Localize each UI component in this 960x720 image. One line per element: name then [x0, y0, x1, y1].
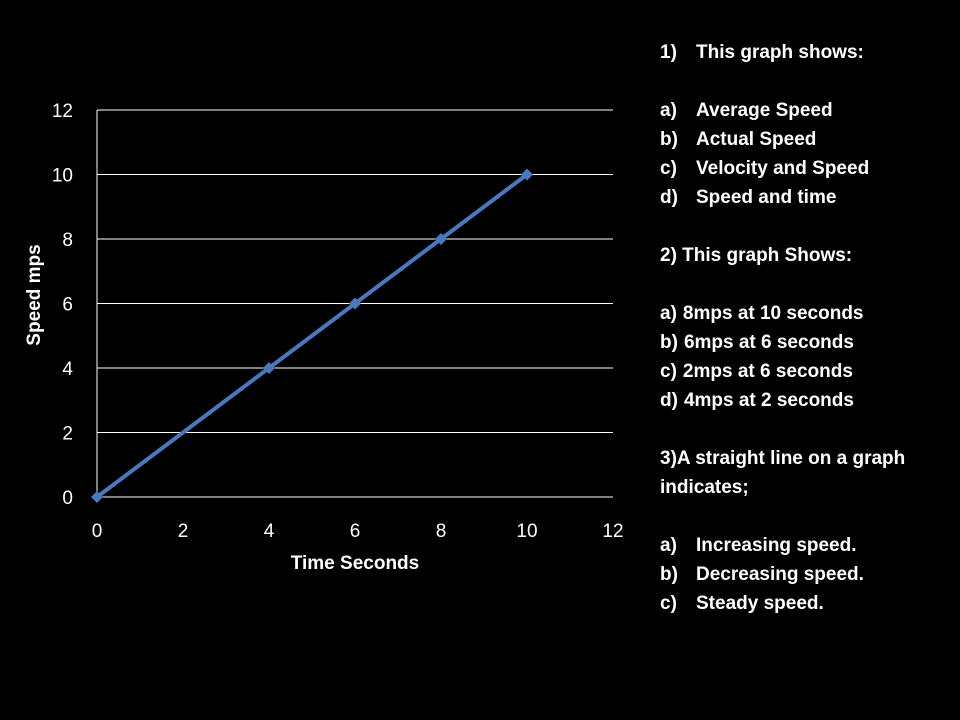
option-c: c) 2mps at 6 seconds: [660, 357, 950, 386]
option-b: b) 6mps at 6 seconds: [660, 328, 950, 357]
option-marker: b): [660, 332, 678, 353]
question-text: 2) This graph Shows:: [660, 245, 853, 266]
y-tick-label-6: 6: [62, 295, 73, 316]
data-point-0-2: [349, 297, 361, 310]
speed-time-chart: 0 2 4 6 8 10 12 0 2 4 6 8 10 12 Time Seconds Speed mps: [24, 101, 624, 574]
option-text: Speed and time: [696, 187, 837, 208]
x-tick-label-8: 8: [436, 521, 447, 542]
data-point-0-1: [263, 362, 275, 374]
question-text: This graph shows:: [696, 42, 864, 63]
option-c: c) Velocity and Speed: [660, 154, 950, 183]
question-number: 1): [660, 42, 677, 63]
question-2-title: 2) This graph Shows:: [660, 241, 950, 270]
option-marker: a): [660, 535, 677, 556]
question-gap: [660, 502, 950, 531]
x-tick-label-2: 2: [178, 521, 189, 542]
option-marker: d): [660, 187, 678, 208]
x-tick-label-0: 0: [92, 521, 103, 542]
option-d: d) Speed and time: [660, 183, 950, 212]
data-point-0-3: [435, 233, 447, 245]
y-tick-label-2: 2: [62, 424, 73, 445]
data-point-0-0: [91, 491, 103, 503]
option-marker: d): [660, 390, 678, 411]
option-marker: c): [660, 361, 677, 382]
option-marker: a): [660, 100, 677, 121]
labels-layer: 0 2 4 6 8 10 12 0 2 4 6 8 10 12 Time Seconds Speed mps: [24, 101, 624, 574]
y-tick-label-8: 8: [62, 230, 73, 251]
question-1-options: a) Average Speed b) Actual Speed c) Velocity …: [660, 96, 950, 212]
option-text: Steady speed.: [696, 593, 824, 614]
option-d: d) 4mps at 2 seconds: [660, 386, 950, 415]
option-a: a) 8mps at 10 seconds: [660, 299, 950, 328]
x-tick-label-4: 4: [264, 521, 275, 542]
x-tick-label-6: 6: [350, 521, 361, 542]
option-a: a) Average Speed: [660, 96, 950, 125]
x-axis-title: Time Seconds: [291, 553, 419, 574]
option-marker: c): [660, 593, 677, 614]
option-marker: a): [660, 303, 677, 324]
question-gap: [660, 270, 950, 299]
grid-layer: [97, 109, 613, 433]
option-text: Average Speed: [696, 100, 833, 121]
option-text: Increasing speed.: [696, 535, 857, 556]
question-1-title: 1) This graph shows:: [660, 38, 950, 67]
question-2-options: a) 8mps at 10 seconds b) 6mps at 6 seconds c…: [660, 299, 950, 415]
option-text: 8mps at 10 seconds: [682, 303, 864, 324]
y-tick-label-4: 4: [62, 359, 73, 380]
option-b: b) Decreasing speed.: [660, 560, 950, 589]
data-point-0-4: [521, 168, 533, 181]
x-tick-label-12: 12: [602, 521, 623, 542]
question-text: 3)A straight line on a graph indicates;: [660, 448, 906, 498]
option-c: c) Steady speed.: [660, 589, 950, 618]
question-gap: [660, 67, 950, 96]
x-tick-label-10: 10: [516, 521, 537, 542]
question-3-options: a) Increasing speed. b) Decreasing speed. c)…: [660, 531, 950, 618]
option-b: b) Actual Speed: [660, 125, 950, 154]
option-text: Velocity and Speed: [696, 158, 870, 179]
series-line-0: [95, 172, 529, 499]
option-a: a) Increasing speed.: [660, 531, 950, 560]
option-text: 2mps at 6 seconds: [682, 361, 853, 382]
series-layer: [91, 168, 533, 503]
option-marker: c): [660, 158, 677, 179]
y-tick-label-12: 12: [52, 101, 73, 122]
option-text: 6mps at 6 seconds: [683, 332, 854, 353]
question-gap: [660, 212, 950, 241]
question-3-title: 3)A straight line on a graph indicates;: [660, 444, 950, 502]
quiz-panel: 1) This graph shows: a) Average Speed b) Actu…: [660, 38, 950, 618]
question-gap: [660, 415, 950, 444]
y-tick-label-0: 0: [62, 488, 73, 509]
y-tick-label-10: 10: [52, 166, 73, 187]
option-text: 4mps at 2 seconds: [683, 390, 854, 411]
y-axis-title: Speed mps: [24, 244, 45, 345]
option-marker: b): [660, 564, 678, 585]
axes-layer: [96, 110, 613, 498]
option-marker: b): [660, 129, 678, 150]
option-text: Decreasing speed.: [696, 564, 864, 585]
option-text: Actual Speed: [696, 129, 817, 150]
